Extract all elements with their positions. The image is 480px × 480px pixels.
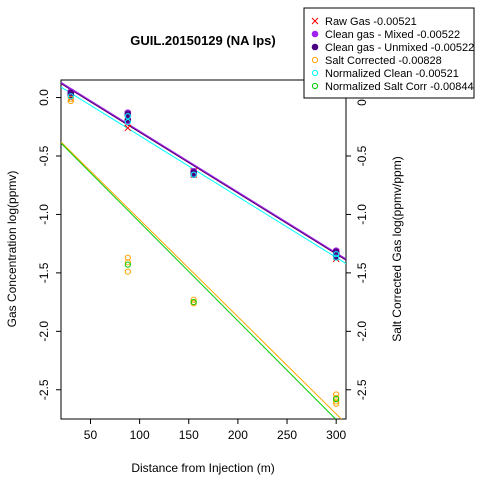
data-point-circle (333, 391, 340, 398)
fit-lines (61, 81, 346, 419)
data-point-x (311, 17, 319, 25)
y-tick-label-right: -2.0 (355, 321, 369, 342)
data-point-circle (311, 82, 319, 90)
data-point-circle (190, 171, 197, 178)
y-tick-label-left: -2.5 (37, 379, 51, 400)
x-tick-label: 50 (84, 428, 98, 442)
data-point-circle (333, 398, 340, 405)
legend-box (303, 7, 475, 99)
legend-entry-label: Clean gas - Mixed -0.00522 (325, 29, 460, 41)
y-tick-label-right: -1.5 (355, 262, 369, 283)
y-axis-left: 0.0 -0.5 -1.0 -1.5 -2.0 -2.5 (37, 89, 61, 400)
y-tick-label-left: -1.0 (37, 204, 51, 225)
y-axis-label-right: Salt Corrected Gas log(ppmv/ppm) (390, 156, 404, 341)
legend-entry-label: Raw Gas -0.00521 (325, 16, 417, 28)
data-point-circle (67, 93, 74, 100)
x-tick-label: 100 (130, 428, 150, 442)
legend-entry-label: Normalized Clean -0.00521 (325, 68, 459, 80)
data-point-circle (67, 97, 74, 105)
data-points (67, 88, 340, 407)
fit-line (61, 83, 346, 261)
x-axis-label: Distance from Injection (m) (131, 461, 274, 475)
data-point-circle (124, 118, 131, 126)
legend-entry-label: Clean gas - Unmixed -0.00522 (325, 42, 474, 54)
data-point-circle (311, 56, 319, 64)
data-point-circle (124, 259, 131, 266)
data-point-circle (333, 400, 340, 407)
data-point-circle (190, 299, 197, 306)
data-point-dot (311, 30, 319, 38)
fit-line (61, 142, 337, 419)
x-tick-label: 300 (326, 428, 346, 442)
y-axis-label-left: Gas Concentration log(ppmv) (5, 171, 19, 328)
data-point-dot (311, 43, 319, 51)
y-tick-label-left: -0.5 (37, 145, 51, 166)
y-tick-label-right: -0.5 (355, 145, 369, 166)
x-axis: 50 100 150 200 250 300 (84, 419, 347, 442)
y-tick-label-left: -2.0 (37, 321, 51, 342)
data-point-circle (124, 113, 131, 120)
y-tick-label-left: -1.5 (37, 262, 51, 283)
x-tick-label: 150 (179, 428, 199, 442)
fit-line (61, 81, 346, 260)
data-point-circle (333, 251, 340, 258)
legend-entry-label: Normalized Salt Corr -0.00844 (325, 81, 474, 93)
fit-line (61, 141, 342, 419)
y-tick-label-right: -2.5 (355, 379, 369, 400)
fit-line (61, 86, 346, 264)
x-tick-label: 200 (228, 428, 248, 442)
chart-title: GUIL.20150129 (NA lps) (130, 33, 275, 48)
x-tick-label: 250 (277, 428, 297, 442)
data-point-circle (124, 261, 131, 268)
data-point-circle (333, 254, 340, 261)
data-point-circle (333, 396, 340, 403)
data-point-circle (311, 69, 319, 77)
y-tick-label-right: -1.0 (355, 204, 369, 225)
y-axis-right: 0.0-0.5-1.0-1.5-2.0-2.5 (346, 89, 369, 400)
data-point-x (124, 124, 132, 132)
legend-entry-label: Salt Corrected -0.00828 (325, 55, 442, 67)
y-tick-label-left: 0.0 (37, 89, 51, 106)
data-point-circle (190, 296, 197, 303)
data-point-circle (67, 95, 74, 102)
data-point-circle (124, 254, 131, 261)
data-point-circle (124, 268, 131, 275)
plot-frame (60, 79, 347, 420)
